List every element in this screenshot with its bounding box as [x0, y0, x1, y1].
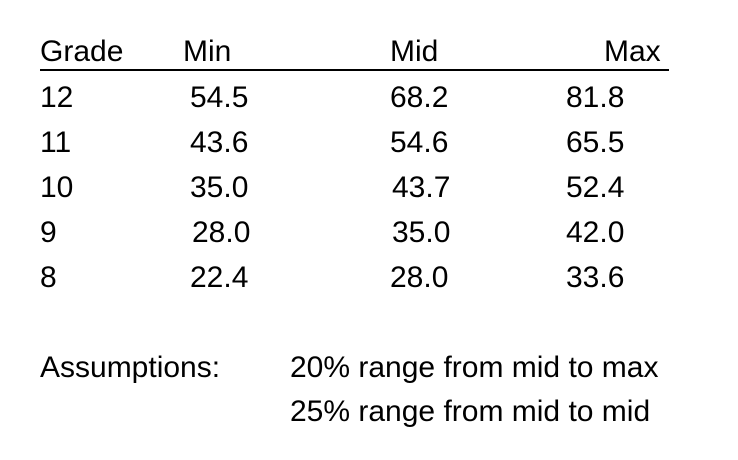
table-cell-mid: 35.0 — [392, 216, 451, 249]
table-cell-min: 35.0 — [190, 171, 249, 204]
table-cell-grade: 8 — [40, 261, 57, 294]
table-cell-min: 28.0 — [192, 216, 251, 249]
assumptions-label: Assumptions: — [40, 351, 221, 384]
assumption-line: 20% range from mid to max — [290, 351, 659, 384]
grade-table: Grade Min Mid Max 12 54.5 68.2 81.8 11 4… — [40, 35, 669, 294]
header-mid: Mid — [390, 35, 439, 68]
table-cell-min: 43.6 — [190, 126, 249, 159]
table-cell-min: 22.4 — [190, 261, 249, 294]
header-underline — [40, 69, 669, 71]
assumptions-block: Assumptions: 20% range from mid to max 2… — [0, 340, 738, 440]
table-cell-mid: 68.2 — [390, 81, 449, 114]
table-cell-max: 42.0 — [566, 216, 625, 249]
header-max: Max — [604, 35, 661, 68]
assumption-line: 25% range from mid to mid — [290, 395, 651, 428]
header-min: Min — [183, 35, 232, 68]
table-cell-grade: 10 — [40, 171, 74, 204]
table-cell-mid: 43.7 — [392, 171, 451, 204]
table-cell-max: 33.6 — [566, 261, 625, 294]
table-cell-max: 65.5 — [566, 126, 625, 159]
table-cell-grade: 12 — [40, 81, 74, 114]
table-cell-mid: 28.0 — [390, 261, 449, 294]
table-cell-max: 52.4 — [566, 171, 625, 204]
table-cell-mid: 54.6 — [390, 126, 449, 159]
table-cell-max: 81.8 — [566, 81, 625, 114]
table-cell-grade: 11 — [40, 126, 72, 159]
table-cell-min: 54.5 — [190, 81, 249, 114]
header-grade: Grade — [40, 35, 124, 68]
table-cell-grade: 9 — [40, 216, 57, 249]
